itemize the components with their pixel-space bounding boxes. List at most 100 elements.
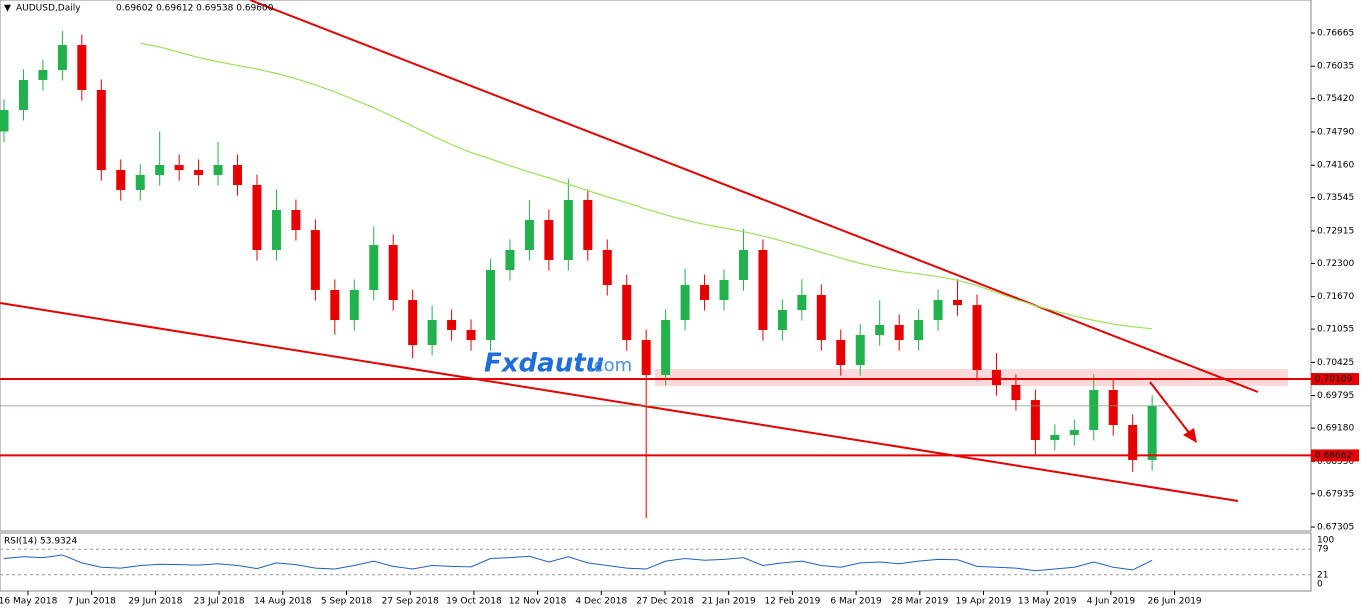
arrow-head (1183, 428, 1197, 443)
candle-body (719, 280, 729, 301)
candle-body (505, 249, 515, 270)
watermark-suffix: .com (588, 355, 632, 376)
candle-body (1128, 425, 1138, 461)
y-tick-label: 0.70425 (1317, 358, 1354, 368)
x-tick-label: 6 Mar 2019 (830, 597, 882, 607)
candle-body (408, 300, 418, 345)
x-tick-label: 26 Jun 2019 (1148, 597, 1202, 607)
candle-body (1030, 400, 1040, 441)
x-tick-label: 12 Nov 2018 (509, 597, 567, 607)
candle-body (38, 69, 48, 80)
candle-body (330, 289, 340, 321)
candle-body (524, 220, 534, 250)
candle-body (563, 199, 573, 261)
candle-body (583, 199, 593, 250)
candle-body (466, 330, 476, 341)
x-tick-label: 4 Dec 2018 (575, 597, 627, 607)
y-tick-label: 0.69795 (1317, 391, 1354, 401)
upper-trendline (249, 0, 1259, 393)
candle-body (447, 320, 457, 331)
watermark: Fxdautu (484, 349, 604, 379)
lower-trendline (0, 302, 1239, 502)
candle-body (953, 300, 963, 306)
y-tick-label: 0.67935 (1317, 489, 1354, 499)
candle-body (544, 220, 554, 261)
candle-body (1089, 390, 1099, 430)
candle-body (1011, 385, 1021, 401)
x-tick-label: 27 Dec 2018 (636, 597, 694, 607)
x-tick-label: 23 Jul 2018 (194, 597, 245, 607)
level-label: 0.68662 (1315, 451, 1352, 461)
x-tick-label: 21 Jan 2019 (702, 597, 756, 607)
candle-body (661, 320, 671, 376)
y-tick-label: 0.74790 (1317, 127, 1354, 137)
candle-body (388, 245, 398, 301)
candle-body (1050, 434, 1060, 441)
candle-body (894, 324, 904, 341)
forecast-arrow (1149, 381, 1191, 435)
candle-body (57, 44, 67, 70)
candle-body (116, 170, 126, 191)
candle-body (427, 320, 437, 345)
menu-arrow: ▼ (4, 4, 11, 14)
candle-body (777, 309, 787, 331)
candle-body (641, 340, 651, 376)
candle-body (233, 165, 243, 186)
candle-body (155, 165, 165, 175)
rsi-value: 53.9324 (40, 537, 77, 547)
candle-body (349, 289, 359, 321)
candle-body (135, 174, 145, 191)
y-tick-label: 0.73545 (1317, 193, 1354, 203)
level-tag (1311, 373, 1359, 386)
rsi-tick-label: 0 (1317, 580, 1323, 590)
x-tick-label: 5 Sep 2018 (321, 597, 373, 607)
candle-body (933, 300, 943, 321)
symbol: AUDUSD,Daily (16, 4, 81, 14)
candle-body (602, 249, 612, 286)
x-tick-label: 4 Jun 2019 (1087, 597, 1136, 607)
level-label: 0.70109 (1315, 375, 1352, 385)
candle-body (1147, 405, 1157, 461)
x-tick-label: 19 Oct 2018 (446, 597, 502, 607)
candle-body (622, 285, 632, 341)
rsi-panel (0, 532, 1312, 592)
y-tick-label: 0.76665 (1317, 28, 1354, 38)
candle-body (991, 370, 1001, 386)
y-tick-label: 0.74160 (1317, 161, 1354, 171)
x-tick-label: 29 Jun 2018 (128, 597, 182, 607)
rsi-tick-label: 100 (1317, 536, 1334, 546)
y-tick-label: 0.72915 (1317, 226, 1354, 236)
candle-body (77, 44, 87, 90)
candle-body (875, 324, 885, 336)
candle-body (291, 210, 301, 231)
candle-body (1069, 429, 1079, 435)
resistance-zone (655, 369, 1288, 386)
quote: 0.69602 0.69612 0.69538 0.69600 (116, 4, 274, 14)
candle-body (738, 249, 748, 281)
x-tick-label: 12 Feb 2019 (764, 597, 820, 607)
candle-body (174, 165, 184, 171)
candle-body (0, 110, 9, 132)
x-tick-label: 16 May 2018 (0, 597, 58, 607)
rsi-tick-label: 79 (1317, 545, 1329, 555)
y-tick-label: 0.76035 (1317, 62, 1354, 72)
y-tick-label: 0.71670 (1317, 292, 1354, 302)
candle-body (18, 79, 28, 111)
candle-body (680, 285, 690, 321)
candle-body (700, 285, 710, 301)
moving-average (140, 42, 1153, 330)
candle-body (758, 249, 768, 331)
candle-body (369, 245, 379, 290)
main-panel (0, 0, 1312, 532)
candle-body (271, 210, 281, 250)
x-tick-label: 14 Aug 2018 (254, 597, 312, 607)
candle-body (972, 305, 982, 371)
candle-body (310, 230, 320, 290)
candle-body (252, 185, 262, 250)
candle-body (486, 269, 495, 341)
y-tick-label: 0.67305 (1317, 523, 1354, 533)
y-tick-label: 0.68550 (1317, 457, 1354, 467)
candle-body (797, 295, 807, 310)
candle-body (855, 335, 865, 365)
